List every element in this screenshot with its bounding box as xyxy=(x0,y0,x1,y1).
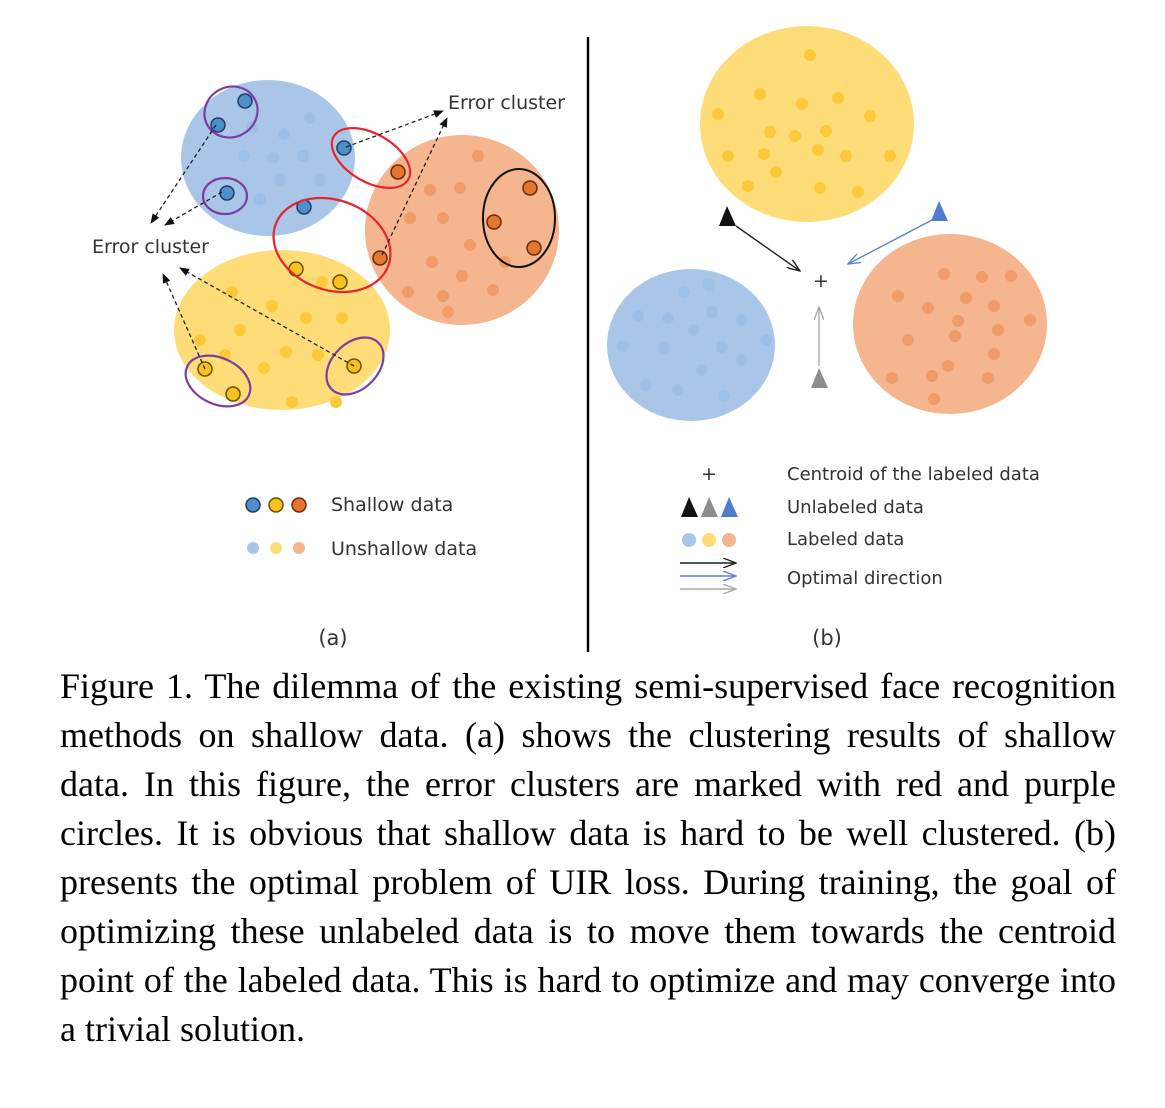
panel-a: Error cluster Error cluster Shallow data… xyxy=(92,80,565,650)
blue-unshallow-points xyxy=(238,112,326,205)
figure-caption: Figure 1. The dilemma of the existing se… xyxy=(60,666,1116,1049)
centroid-marker: + xyxy=(813,270,829,292)
legend-unshallow-label: Unshallow data xyxy=(331,538,477,560)
unlabeled-blue-triangle xyxy=(931,201,948,221)
orange-shallow-points xyxy=(372,164,542,266)
legend-optimal-label: Optimal direction xyxy=(787,568,943,589)
optimal-arrow-blue xyxy=(848,219,933,264)
orange-labeled-cluster xyxy=(853,234,1047,414)
panel-b: + + Centroid of the labeled data Unlabel… xyxy=(607,26,1047,650)
purple-error-ellipse xyxy=(325,336,385,396)
blue-labeled-cluster xyxy=(607,269,775,421)
sublabel-a: (a) xyxy=(318,626,347,650)
legend-centroid-symbol: + xyxy=(701,463,717,485)
yellow-cluster xyxy=(174,250,390,410)
legend-shallow-orange-dot xyxy=(291,497,307,513)
orange-unshallow-points xyxy=(402,150,511,318)
legend-black-triangle xyxy=(681,497,698,517)
legend-unlabeled-label: Unlabeled data xyxy=(787,497,924,518)
purple-error-ellipse xyxy=(184,354,252,408)
legend-a: Shallow data Unshallow data xyxy=(245,494,477,560)
unlabeled-gray-triangle xyxy=(811,368,828,388)
legend-centroid-label: Centroid of the labeled data xyxy=(787,464,1040,485)
error-cluster-label-top: Error cluster xyxy=(448,92,565,114)
orange-labeled-points xyxy=(886,268,1036,405)
unlabeled-black-triangle xyxy=(719,206,736,226)
legend-shallow-label: Shallow data xyxy=(331,494,453,516)
error-arrows xyxy=(150,110,448,370)
legend-unshallow-orange-dot xyxy=(293,542,305,554)
figure-illustration: Error cluster Error cluster Shallow data… xyxy=(92,26,1047,652)
purple-error-ellipse xyxy=(203,85,259,139)
sublabel-b: (b) xyxy=(812,626,842,650)
yellow-labeled-points xyxy=(712,49,896,198)
legend-b: + Centroid of the labeled data Unlabeled… xyxy=(680,463,1040,589)
orange-cluster xyxy=(365,135,559,325)
legend-labeled-blue-dot xyxy=(682,533,696,547)
legend-shallow-blue-dot xyxy=(245,497,261,513)
red-error-ellipse xyxy=(330,126,412,190)
legend-shallow-yellow-dot xyxy=(268,497,284,513)
legend-labeled-label: Labeled data xyxy=(787,529,904,550)
legend-unshallow-blue-dot xyxy=(247,542,259,554)
yellow-unshallow-points xyxy=(194,276,348,408)
legend-unshallow-yellow-dot xyxy=(270,542,282,554)
purple-error-ellipse xyxy=(201,176,249,216)
error-cluster-label-left: Error cluster xyxy=(92,236,209,258)
yellow-labeled-cluster xyxy=(700,26,914,222)
legend-labeled-orange-dot xyxy=(722,533,736,547)
legend-labeled-yellow-dot xyxy=(702,533,716,547)
blue-labeled-points xyxy=(617,279,772,402)
red-error-ellipse xyxy=(272,196,392,294)
legend-gray-triangle xyxy=(701,497,718,517)
legend-blue-triangle xyxy=(721,497,738,517)
black-error-ellipse xyxy=(482,168,556,268)
optimal-arrow-black xyxy=(735,225,800,271)
